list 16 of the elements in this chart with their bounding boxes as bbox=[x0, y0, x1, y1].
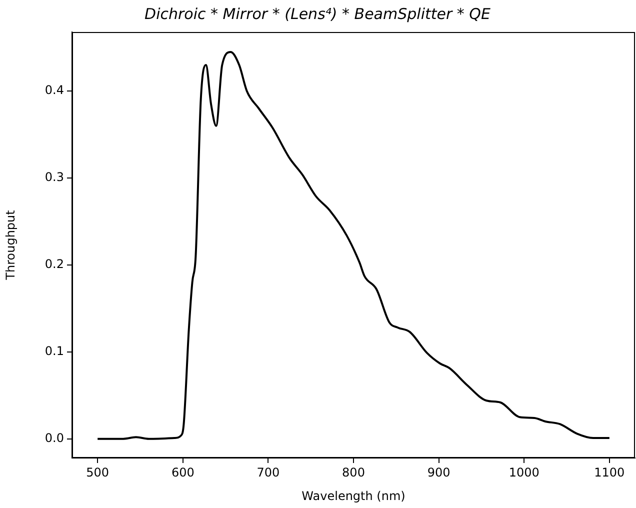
x-tick-label: 600 bbox=[171, 465, 194, 480]
x-tick-label: 1000 bbox=[508, 465, 540, 480]
x-tick-label: 800 bbox=[342, 465, 365, 480]
line-series bbox=[96, 50, 610, 440]
x-tick-label: 900 bbox=[427, 465, 450, 480]
y-tick-label: 0.1 bbox=[44, 344, 64, 358]
chart-title: Dichroic * Mirror * (Lens⁴) * BeamSplitter * QE bbox=[144, 4, 491, 23]
x-tick-label: 700 bbox=[256, 465, 280, 480]
y-axis-title: Throughput bbox=[3, 210, 18, 281]
y-tick-label: 0.4 bbox=[44, 83, 64, 98]
x-tick-label: 1100 bbox=[594, 465, 625, 480]
x-tick-label: 500 bbox=[86, 465, 110, 480]
y-tick-label: 0.0 bbox=[44, 431, 64, 445]
y-tick-label: 0.3 bbox=[44, 170, 64, 184]
y-tick-label: 0.2 bbox=[44, 257, 64, 272]
x-axis-title: Wavelength (nm) bbox=[302, 488, 406, 503]
